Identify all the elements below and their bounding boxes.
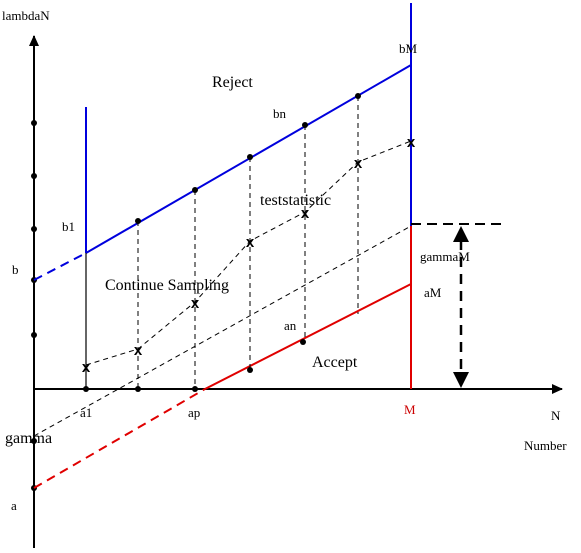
continue-region-label: Continue Sampling (105, 277, 229, 294)
label-a: a (11, 498, 17, 513)
label-b: b (12, 262, 19, 277)
svg-text:x: x (191, 295, 200, 312)
accept-boundary-extension (33, 388, 206, 489)
reject-boundary-extension (33, 252, 87, 281)
svg-text:x: x (134, 342, 143, 359)
accept-boundary-line (204, 283, 412, 390)
svg-text:x: x (246, 234, 255, 251)
label-an: an (284, 318, 297, 333)
label-b1: b1 (62, 219, 75, 234)
svg-text:x: x (301, 205, 310, 222)
test-statistic-path (85, 140, 412, 366)
label-bM: bM (399, 41, 418, 56)
label-bn: bn (273, 106, 287, 121)
x-axis-sublabel: Number (524, 438, 567, 453)
label-gamma: gamma (5, 430, 52, 447)
gammaM-arrow-down (453, 372, 469, 388)
svg-text:x: x (82, 359, 91, 376)
label-M: M (404, 402, 416, 417)
reject-region-label: Reject (212, 74, 253, 91)
vertical-dashed-guides (137, 96, 359, 389)
test-statistic-label: teststatistic (260, 192, 331, 209)
svg-text:x: x (407, 134, 416, 151)
y-axis-label: lambdaN (2, 8, 50, 23)
accept-region-label: Accept (312, 354, 358, 371)
statistic-markers: x x x x x x x (82, 134, 416, 376)
gammaM-arrow-up (453, 226, 469, 242)
x-axis-label: N (551, 408, 561, 423)
boundary-dots (83, 93, 361, 392)
label-ap: ap (188, 405, 200, 420)
svg-text:x: x (354, 155, 363, 172)
label-aM: aM (424, 285, 442, 300)
label-gammaM: gammaM (420, 249, 470, 264)
label-a1: a1 (80, 405, 92, 420)
